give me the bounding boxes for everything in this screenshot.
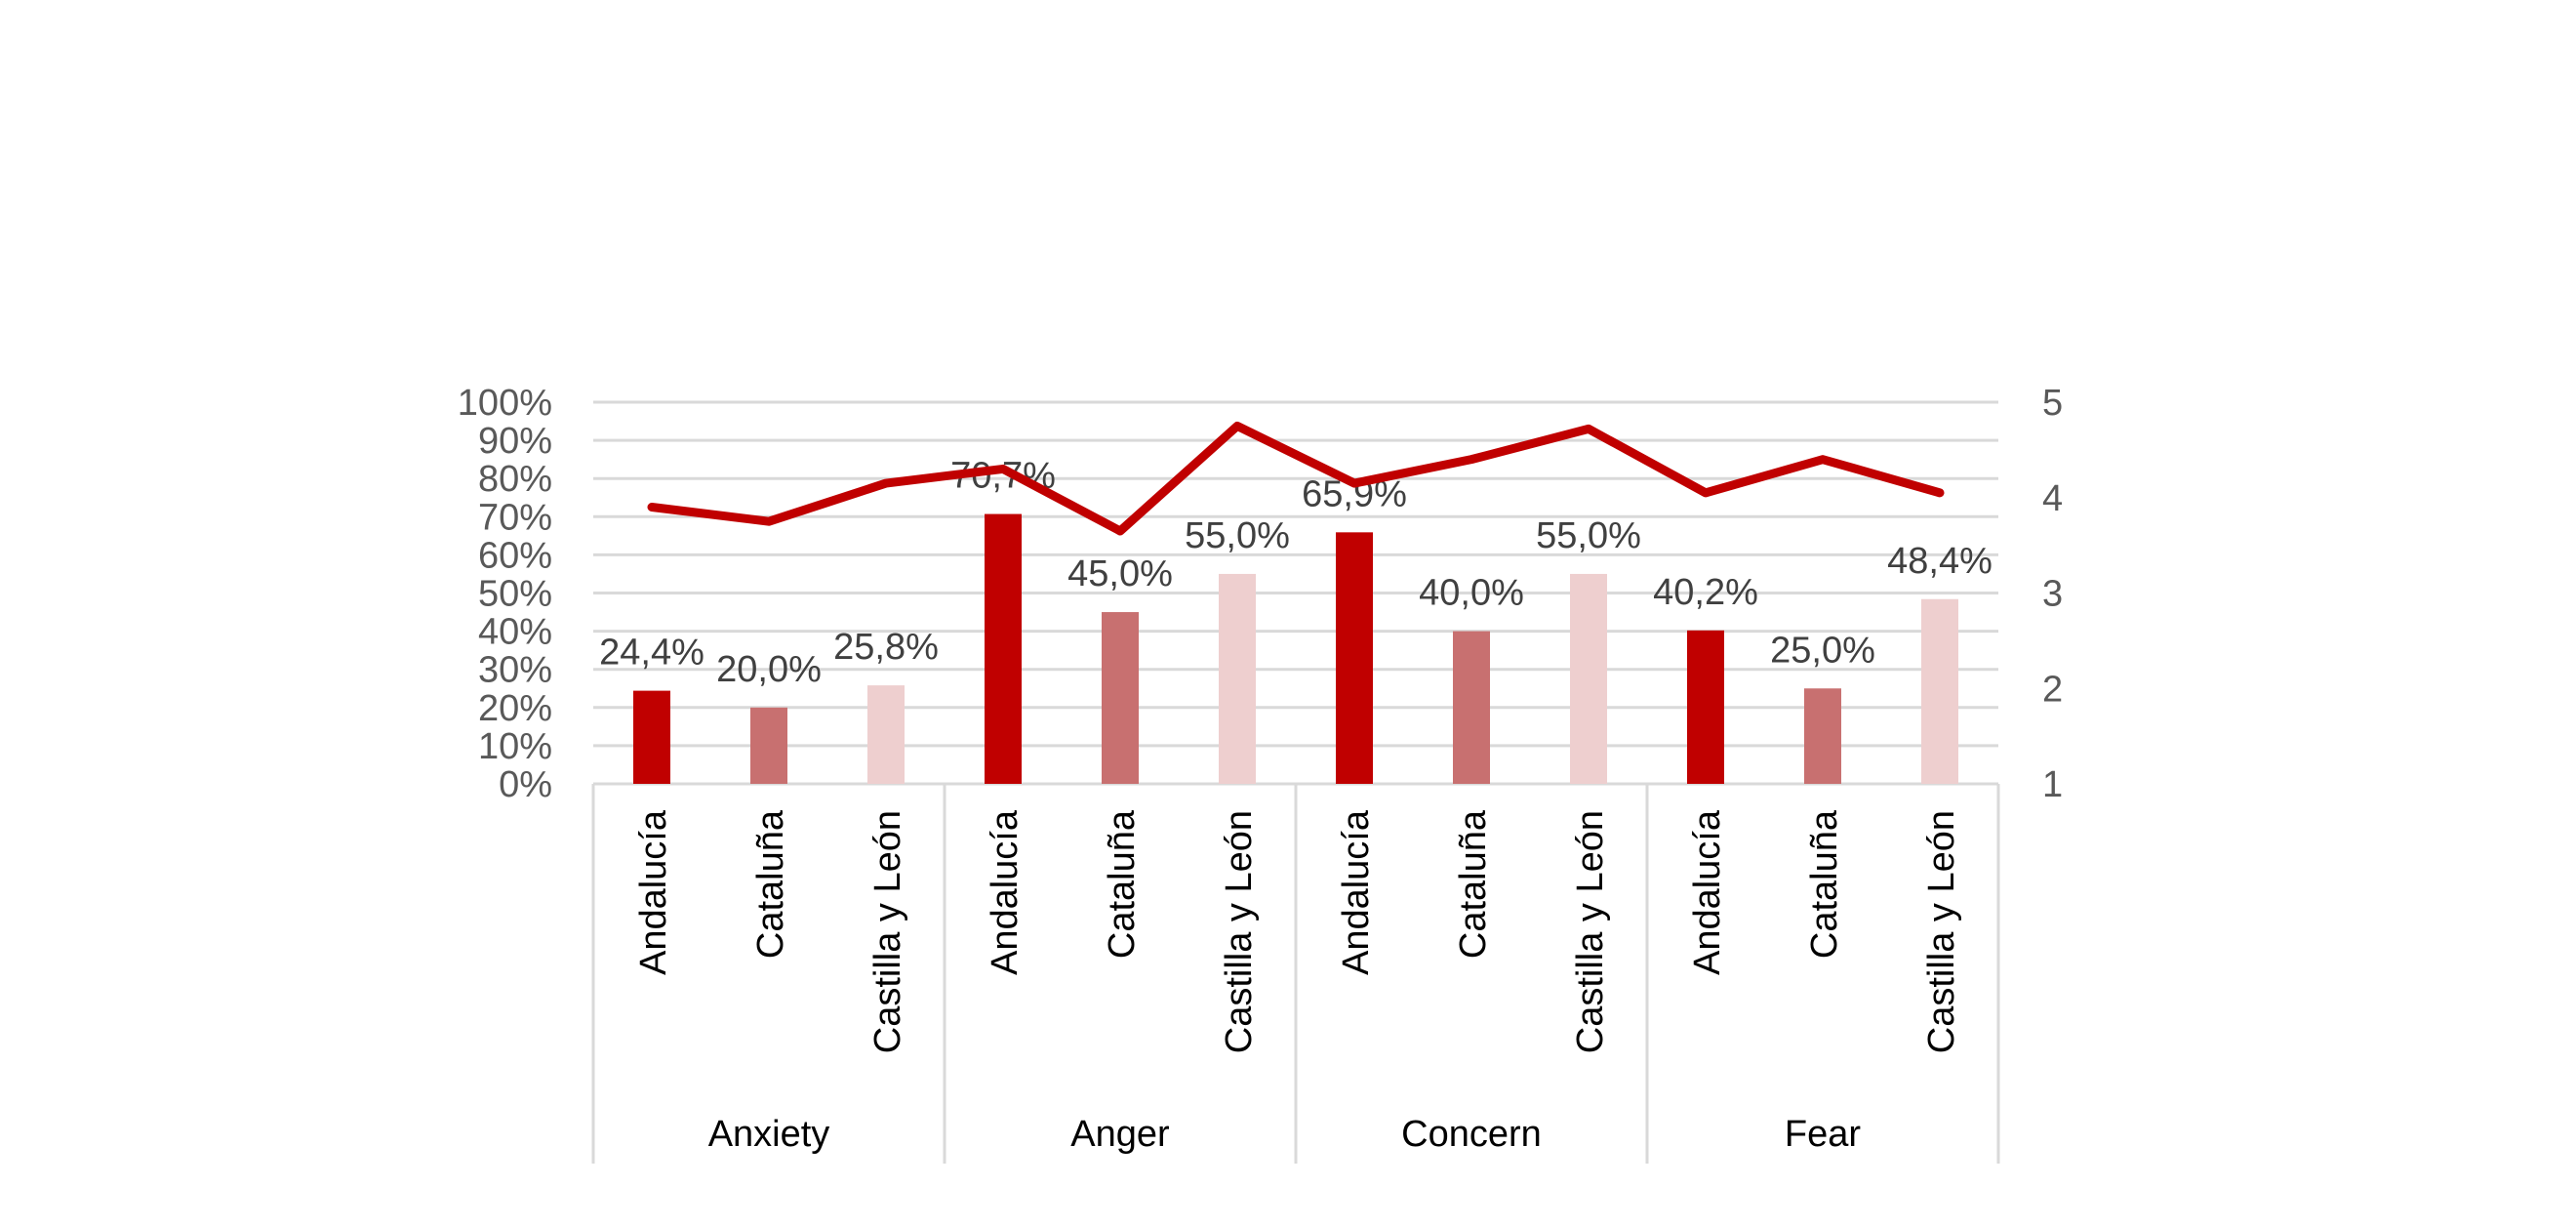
x-category-label: Castilla y León	[1219, 810, 1260, 1053]
bar-data-label: 40,2%	[1653, 572, 1758, 613]
y-left-tick-label: 10%	[478, 726, 552, 767]
bar-data-label: 24,4%	[599, 633, 704, 674]
bar	[1804, 688, 1841, 784]
y-left-tick-label: 70%	[478, 497, 552, 538]
bar	[1687, 630, 1724, 784]
bar	[867, 685, 905, 784]
y-left-tick-label: 0%	[499, 764, 552, 805]
bar	[1453, 631, 1490, 784]
bar	[1570, 573, 1607, 784]
x-category-label: Cataluña	[1804, 809, 1845, 959]
bar-data-label: 48,4%	[1887, 541, 1992, 582]
x-category-label: Cataluña	[750, 809, 791, 959]
y-left-tick-label: 50%	[478, 574, 552, 615]
y-left-tick-label: 20%	[478, 688, 552, 729]
x-group-label: Concern	[1401, 1114, 1542, 1155]
y-right-tick-label: 1	[2042, 764, 2063, 805]
bar	[1336, 532, 1373, 784]
x-category-label: Cataluña	[1102, 809, 1143, 959]
bar-data-label: 40,0%	[1419, 573, 1524, 614]
bar	[750, 707, 787, 784]
y-right-tick-label: 4	[2042, 478, 2063, 519]
x-category-label: Castilla y León	[867, 810, 908, 1053]
x-category-label: Andalucía	[1336, 809, 1377, 975]
y-left-tick-label: 30%	[478, 650, 552, 691]
bar	[1219, 573, 1256, 784]
y-right-tick-label: 3	[2042, 574, 2063, 615]
y-left-tick-label: 80%	[478, 459, 552, 500]
x-group-label: Anger	[1070, 1114, 1170, 1155]
bar-data-label: 55,0%	[1536, 515, 1641, 556]
y-left-tick-label: 90%	[478, 421, 552, 462]
x-group-label: Anxiety	[708, 1114, 830, 1155]
bar-data-label: 20,0%	[716, 649, 822, 690]
x-category-label: Castilla y León	[1921, 810, 1962, 1053]
x-category-label: Andalucía	[633, 809, 674, 975]
bar-data-label: 45,0%	[1067, 553, 1173, 594]
x-category-label: Castilla y León	[1570, 810, 1611, 1053]
y-right-tick-label: 2	[2042, 669, 2063, 710]
x-category-label: Andalucía	[1687, 809, 1728, 975]
x-category-label: Cataluña	[1453, 809, 1494, 959]
bar	[1921, 598, 1958, 784]
bar-data-label: 25,0%	[1770, 630, 1875, 671]
bar-data-label: 25,8%	[833, 627, 939, 668]
y-left-tick-label: 60%	[478, 535, 552, 576]
bar-data-label: 55,0%	[1185, 515, 1290, 556]
y-left-tick-label: 100%	[458, 383, 552, 424]
y-left-tick-label: 40%	[478, 612, 552, 653]
x-category-label: Andalucía	[985, 809, 1026, 975]
series-line	[647, 421, 1945, 536]
x-group-label: Fear	[1785, 1114, 1861, 1155]
bar	[985, 513, 1022, 784]
bar	[633, 690, 670, 784]
y-right-tick-label: 5	[2042, 383, 2063, 424]
bar	[1102, 612, 1139, 784]
